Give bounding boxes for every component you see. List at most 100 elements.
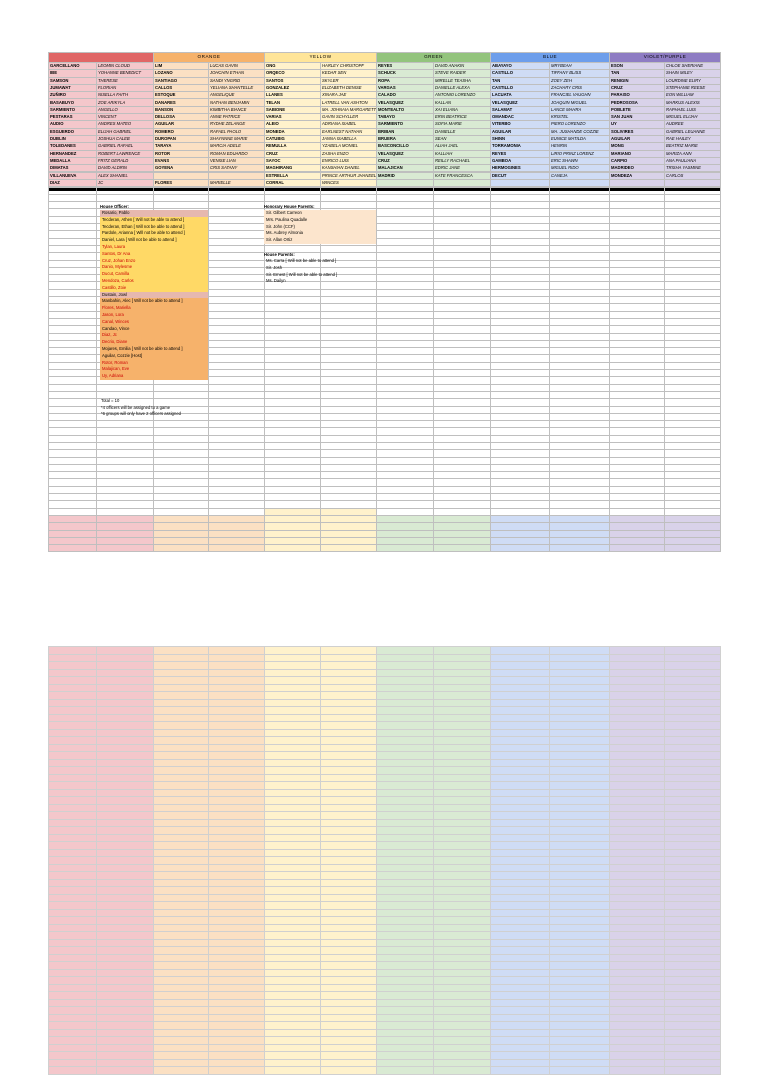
house-header[interactable] [48, 52, 154, 63]
surname-cell[interactable]: GOYENA [153, 164, 209, 173]
blank-cell[interactable] [490, 1043, 550, 1052]
blank-cell[interactable] [48, 968, 97, 977]
grid-cell[interactable] [208, 500, 265, 509]
blank-cell[interactable] [609, 676, 665, 685]
grid-cell[interactable] [549, 310, 610, 319]
blank-cell[interactable] [320, 968, 377, 977]
blank-cell[interactable] [433, 736, 491, 745]
blank-cell[interactable] [208, 893, 265, 902]
grid-cell[interactable] [664, 398, 721, 407]
blank-cell[interactable] [264, 953, 321, 962]
grid-cell[interactable] [609, 500, 665, 509]
blank-cell[interactable] [433, 1006, 491, 1015]
blank-cell[interactable] [264, 803, 321, 812]
blank-cell[interactable] [48, 946, 97, 955]
blank-cell[interactable] [549, 983, 610, 992]
grid-cell[interactable] [264, 493, 321, 502]
blank-cell[interactable] [320, 788, 377, 797]
blank-cell[interactable] [609, 1021, 665, 1030]
surname-cell[interactable]: AGUILAR [153, 120, 209, 129]
blank-cell[interactable] [664, 1036, 721, 1045]
grid-cell[interactable] [264, 317, 321, 327]
blank-cell[interactable] [549, 1006, 610, 1015]
blank-cell[interactable] [48, 1021, 97, 1030]
surname-cell[interactable]: VELASQUEZ [376, 149, 435, 158]
grid-cell[interactable] [376, 390, 434, 400]
grid-cell[interactable] [664, 310, 721, 319]
blank-cell[interactable] [48, 863, 97, 872]
grid-cell[interactable] [48, 274, 97, 283]
blank-cell[interactable] [490, 1058, 550, 1067]
grid-cell[interactable] [664, 259, 721, 268]
grid-cell[interactable] [153, 186, 209, 195]
grid-cell[interactable] [153, 449, 209, 458]
grid-cell[interactable] [490, 390, 550, 400]
grid-cell[interactable] [433, 252, 491, 261]
grid-cell[interactable] [664, 507, 721, 516]
grid-cell[interactable] [433, 471, 491, 480]
grid-cell[interactable] [549, 288, 610, 298]
given-name-cell[interactable]: HENRIN [549, 142, 611, 151]
blank-cell[interactable] [208, 766, 265, 775]
blank-cell[interactable] [549, 811, 610, 820]
grid-cell[interactable] [664, 485, 721, 495]
blank-cell[interactable] [376, 923, 434, 932]
grid-cell[interactable] [433, 463, 491, 473]
blank-cell[interactable] [320, 908, 377, 917]
grid-cell[interactable] [208, 281, 265, 290]
blank-cell[interactable] [376, 811, 434, 820]
blank-cell[interactable] [490, 676, 550, 685]
grid-cell[interactable] [376, 208, 434, 217]
grid-cell[interactable] [208, 463, 265, 473]
blank-cell[interactable] [433, 1058, 491, 1067]
surname-cell[interactable]: POBLETE [609, 105, 666, 115]
blank-cell[interactable] [96, 788, 154, 797]
blank-cell[interactable] [549, 901, 610, 910]
grid-cell[interactable] [208, 296, 265, 305]
blank-cell[interactable] [664, 736, 721, 745]
blank-cell[interactable] [549, 736, 610, 745]
blank-cell[interactable] [48, 736, 97, 745]
grid-cell[interactable] [490, 354, 550, 363]
grid-cell[interactable] [96, 522, 154, 531]
grid-cell[interactable] [376, 471, 434, 480]
blank-cell[interactable] [48, 803, 97, 812]
blank-cell[interactable] [664, 931, 721, 940]
grid-cell[interactable] [549, 208, 610, 217]
given-name-cell[interactable]: STEVE RAIDER [433, 69, 492, 78]
grid-cell[interactable] [433, 274, 491, 283]
blank-cell[interactable] [549, 728, 610, 737]
blank-cell[interactable] [320, 991, 377, 1000]
grid-cell[interactable] [549, 237, 610, 246]
blank-cell[interactable] [153, 803, 209, 812]
grid-cell[interactable] [490, 456, 550, 465]
blank-cell[interactable] [264, 788, 321, 797]
blank-cell[interactable] [96, 893, 154, 902]
given-name-cell[interactable]: JOAQUIN MIGUEL [549, 98, 611, 107]
given-name-cell[interactable]: MIRELLE TEASHA [433, 76, 492, 85]
blank-cell[interactable] [153, 976, 209, 985]
grid-cell[interactable] [664, 493, 721, 502]
blank-cell[interactable] [433, 953, 491, 962]
grid-cell[interactable] [48, 529, 97, 538]
grid-cell[interactable] [376, 441, 434, 451]
blank-cell[interactable] [48, 908, 97, 917]
grid-cell[interactable] [320, 529, 377, 538]
blank-cell[interactable] [96, 796, 154, 805]
blank-cell[interactable] [609, 863, 665, 872]
blank-cell[interactable] [153, 668, 209, 677]
blank-cell[interactable] [609, 1028, 665, 1037]
grid-cell[interactable] [48, 252, 97, 261]
grid-cell[interactable] [609, 288, 665, 298]
grid-cell[interactable] [96, 536, 154, 546]
grid-cell[interactable] [549, 339, 610, 349]
grid-cell[interactable] [609, 223, 665, 232]
blank-cell[interactable] [664, 1058, 721, 1067]
blank-cell[interactable] [208, 848, 265, 857]
blank-cell[interactable] [264, 961, 321, 970]
given-name-cell[interactable]: MARIZA ANN [664, 149, 722, 158]
blank-cell[interactable] [549, 886, 610, 895]
blank-cell[interactable] [208, 818, 265, 827]
blank-cell[interactable] [96, 1066, 154, 1075]
surname-cell[interactable]: CRUZ [376, 156, 435, 166]
